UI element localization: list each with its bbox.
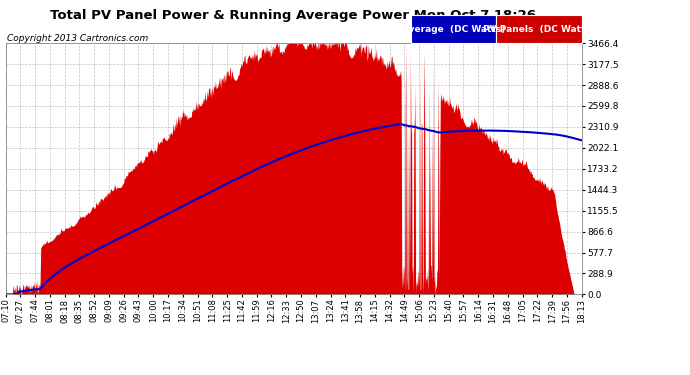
Text: Copyright 2013 Cartronics.com: Copyright 2013 Cartronics.com [7, 34, 148, 43]
Text: PV Panels  (DC Watts): PV Panels (DC Watts) [483, 25, 595, 34]
Text: Total PV Panel Power & Running Average Power Mon Oct 7 18:26: Total PV Panel Power & Running Average P… [50, 9, 536, 22]
Text: Average  (DC Watts): Average (DC Watts) [402, 25, 505, 34]
